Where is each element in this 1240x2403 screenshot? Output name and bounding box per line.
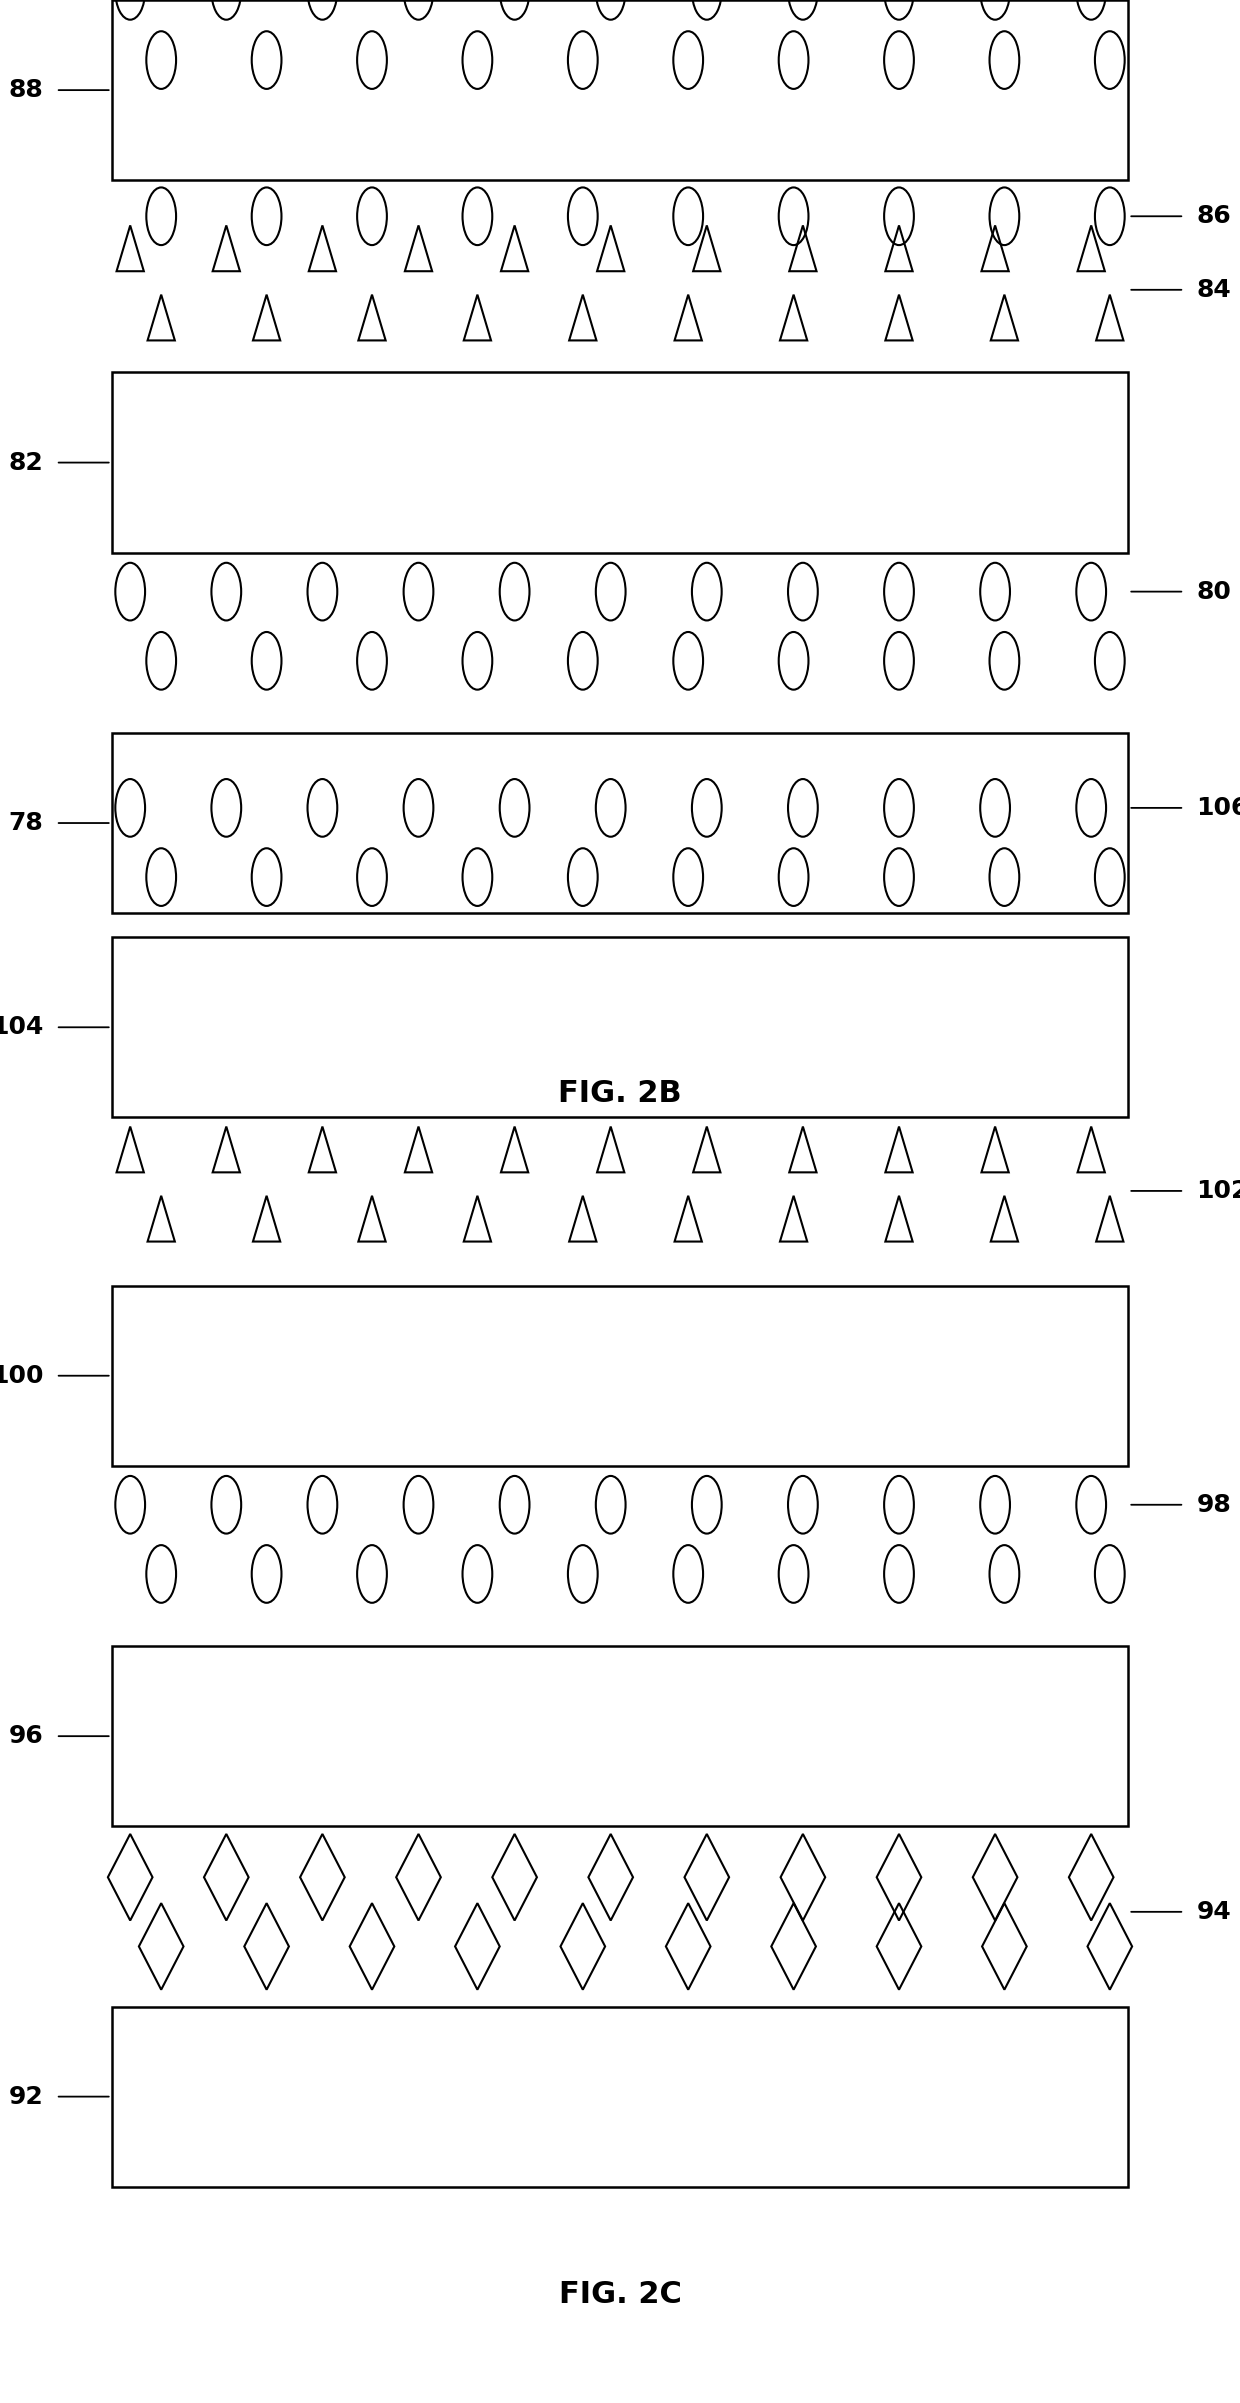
Text: 88: 88 (9, 79, 43, 101)
Bar (112, 372, 1128, 553)
Text: 82: 82 (9, 452, 43, 473)
Text: 96: 96 (9, 1725, 43, 1747)
Text: FIG. 2B: FIG. 2B (558, 1079, 682, 1108)
Bar (112, 2007, 1128, 2187)
Text: 98: 98 (1197, 1492, 1231, 1516)
Bar (112, 733, 1128, 913)
Text: 90: 90 (1197, 0, 1231, 2)
Text: 94: 94 (1197, 1901, 1231, 1925)
Text: 84: 84 (1197, 279, 1231, 303)
Text: FIG. 2C: FIG. 2C (558, 2280, 682, 2309)
Text: 80: 80 (1197, 579, 1231, 603)
Text: 106: 106 (1197, 795, 1240, 819)
Text: 100: 100 (0, 1365, 43, 1387)
Text: 102: 102 (1197, 1180, 1240, 1204)
Text: 104: 104 (0, 1016, 43, 1038)
Text: 78: 78 (9, 812, 43, 834)
Bar (112, 0, 1128, 180)
Text: 86: 86 (1197, 204, 1231, 228)
Bar (112, 1286, 1128, 1466)
Bar (112, 937, 1128, 1117)
Text: 92: 92 (9, 2086, 43, 2107)
Bar (112, 1646, 1128, 1826)
